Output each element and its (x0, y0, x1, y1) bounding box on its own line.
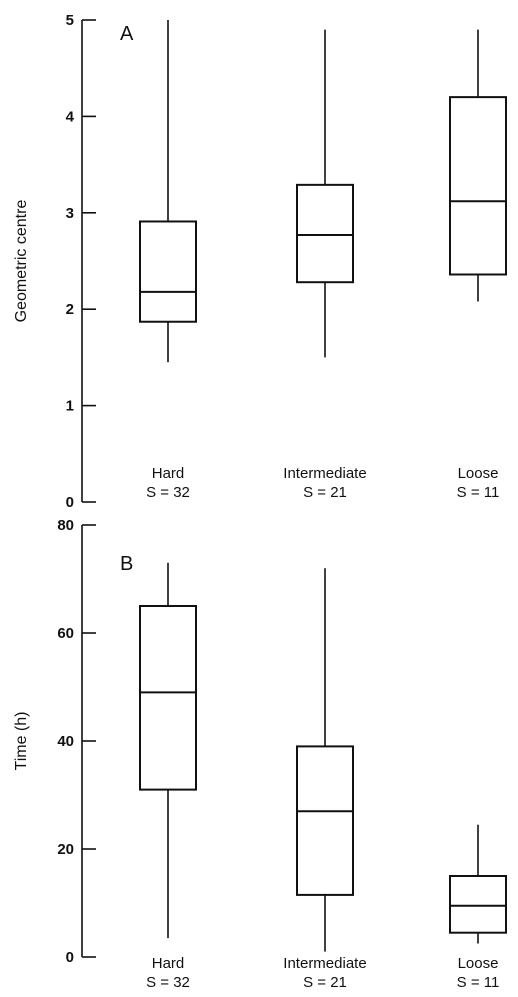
interquartile-box (296, 745, 354, 896)
y-tick-label: 4 (66, 108, 75, 125)
category-label: Hard (152, 955, 185, 972)
category-sample-size: S = 11 (457, 974, 500, 991)
box-hard (139, 20, 197, 363)
category-sample-size: S = 21 (303, 484, 347, 501)
category-sample-size: S = 11 (457, 484, 500, 501)
interquartile-box (139, 220, 197, 323)
y-axis-title: Geometric centre (13, 200, 30, 323)
panel-label: A (120, 23, 134, 45)
interquartile-box (449, 875, 507, 934)
y-tick-label: 20 (57, 841, 74, 858)
y-tick-label: 5 (66, 12, 74, 29)
box-intermediate (296, 29, 354, 358)
y-tick-label: 3 (66, 205, 74, 222)
interquartile-box (139, 605, 197, 791)
category-label: Hard (152, 465, 185, 482)
panel-label: B (120, 553, 133, 575)
box-loose (449, 29, 507, 302)
category-sample-size: S = 32 (146, 484, 190, 501)
y-tick-label: 0 (66, 949, 74, 966)
category-sample-size: S = 21 (303, 974, 347, 991)
category-sample-size: S = 32 (146, 974, 190, 991)
box-loose (449, 824, 507, 944)
category-label: Loose (458, 955, 499, 972)
y-tick-label: 2 (66, 301, 74, 318)
y-tick-label: 80 (57, 517, 74, 534)
y-tick-label: 0 (66, 494, 74, 511)
panel-b: 0 20 40 60 80 B Time (h) Hard S = 32 Intermediate… (13, 517, 507, 991)
interquartile-box (449, 96, 507, 276)
box-intermediate (296, 568, 354, 952)
category-label: Loose (458, 465, 499, 482)
category-label: Intermediate (283, 955, 366, 972)
y-tick-label: 40 (57, 733, 74, 750)
y-tick-label: 60 (57, 625, 74, 642)
category-label: Intermediate (283, 465, 366, 482)
panel-a: 0 1 2 3 4 5 A Geometric centre Hard S = 32 Interme… (13, 12, 507, 511)
y-tick-label: 1 (66, 398, 74, 415)
y-axis-title: Time (h) (13, 712, 30, 771)
interquartile-box (296, 183, 354, 284)
box-hard (139, 562, 197, 939)
